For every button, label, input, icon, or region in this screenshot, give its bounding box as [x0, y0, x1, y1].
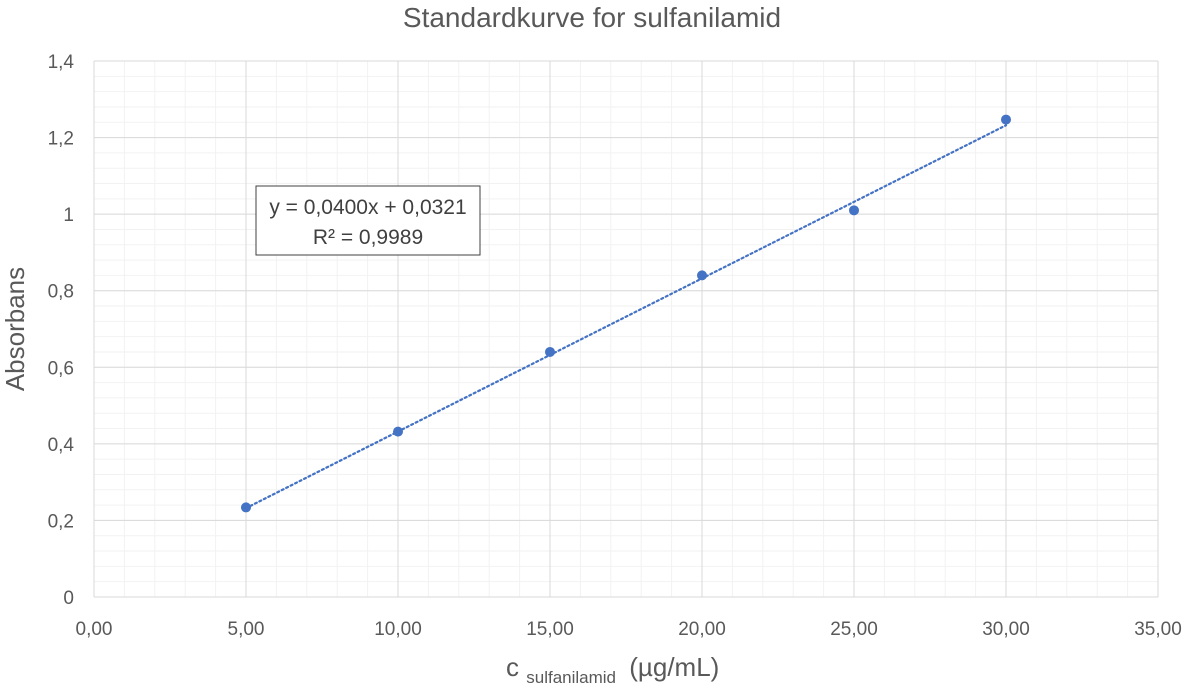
y-tick-label: 1,4	[48, 52, 75, 73]
data-point	[393, 426, 403, 437]
y-tick-label: 0	[63, 588, 74, 609]
trendline	[244, 124, 1008, 510]
y-tick-label: 1	[63, 205, 74, 226]
y-tick-label: 0,4	[48, 435, 75, 456]
data-point	[697, 270, 707, 281]
y-tick-label: 0,6	[48, 358, 74, 379]
x-tick-label: 25,00	[830, 619, 878, 640]
trendline-r-squared: R² = 0,9989	[313, 226, 423, 249]
data-point	[545, 346, 555, 357]
equation-box-border	[255, 185, 481, 256]
data-points	[241, 114, 1011, 513]
trendline-equation-box: y = 0,0400x + 0,0321 R² = 0,9989	[255, 185, 481, 256]
data-point	[849, 205, 859, 216]
y-tick-label: 0,2	[48, 511, 74, 532]
x-axis-title-subscript: sulfanilamid	[526, 668, 616, 687]
x-tick-label: 0,00	[76, 619, 113, 640]
y-tick-label: 1,2	[48, 129, 74, 150]
chart-title: Standardkurve for sulfanilamid	[403, 2, 781, 33]
major-gridlines	[93, 60, 1159, 598]
x-axis-title-main: c	[506, 652, 519, 682]
minor-gridlines	[93, 60, 1159, 598]
trendline-equation: y = 0,0400x + 0,0321	[269, 196, 466, 219]
x-axis-tick-labels: 0,00 5,00 10,00 15,00 20,00 25,00 30,00 35,00	[76, 619, 1182, 640]
y-tick-label: 0,8	[48, 282, 74, 303]
y-axis-title: Absorbans	[0, 267, 30, 391]
data-point	[241, 502, 251, 513]
data-point	[1001, 114, 1011, 125]
x-tick-label: 15,00	[526, 619, 574, 640]
trendline-group	[244, 124, 1008, 510]
x-axis-title-unit: (µg/mL)	[629, 652, 719, 682]
x-tick-label: 30,00	[982, 619, 1030, 640]
x-tick-label: 10,00	[374, 619, 422, 640]
x-axis-title: c sulfanilamid (µg/mL)	[506, 652, 719, 689]
x-tick-label: 35,00	[1134, 619, 1182, 640]
y-axis-tick-labels: 0 0,2 0,4 0,6 0,8 1 1,2 1,4	[48, 52, 75, 609]
x-tick-label: 20,00	[678, 619, 726, 640]
x-tick-label: 5,00	[228, 619, 265, 640]
